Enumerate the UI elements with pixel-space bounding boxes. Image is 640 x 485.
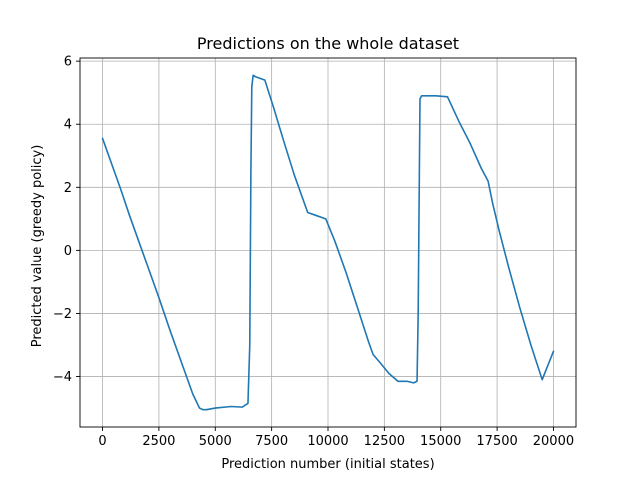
y-axis-label: Predicted value (greedy policy) [30, 145, 45, 348]
series-layer [101, 74, 555, 411]
x-tick-label: 15000 [420, 434, 461, 449]
x-tick-label: 20000 [533, 434, 574, 449]
x-tick-label: 5000 [199, 434, 232, 449]
y-tick-label: −4 [53, 370, 72, 385]
x-axis-label: Prediction number (initial states) [221, 457, 434, 472]
y-tick-label: 2 [64, 181, 72, 196]
chart-title: Predictions on the whole dataset [197, 34, 459, 53]
x-tick-label: 17500 [476, 434, 517, 449]
x-tick-label: 7500 [255, 434, 288, 449]
grid [80, 58, 576, 427]
y-tick-label: 0 [64, 244, 72, 259]
x-tick-label: 0 [98, 434, 106, 449]
x-tick-label: 10000 [307, 434, 348, 449]
y-tick-label: 4 [64, 118, 72, 133]
y-tick-label: −2 [53, 307, 72, 322]
ticks: 0 2500 5000 7500 10000 12500 15000 17500 20000 −4… [53, 55, 574, 449]
series-line [101, 74, 555, 411]
y-tick-label: 6 [64, 55, 72, 70]
x-tick-label: 2500 [142, 434, 175, 449]
x-tick-label: 12500 [364, 434, 405, 449]
